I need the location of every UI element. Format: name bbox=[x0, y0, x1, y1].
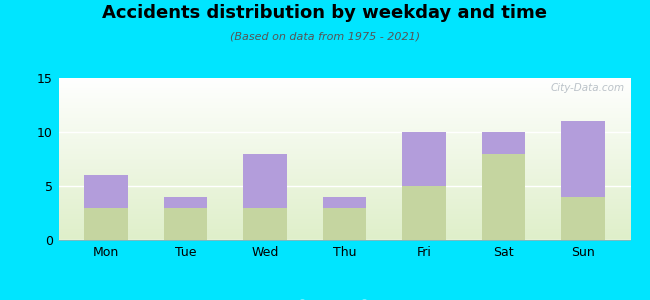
Bar bbox=[164, 208, 207, 240]
Bar bbox=[402, 132, 446, 186]
Text: Accidents distribution by weekday and time: Accidents distribution by weekday and ti… bbox=[103, 4, 547, 22]
Bar bbox=[561, 197, 605, 240]
Bar bbox=[84, 175, 128, 208]
Text: (Based on data from 1975 - 2021): (Based on data from 1975 - 2021) bbox=[230, 32, 420, 41]
Bar bbox=[164, 197, 207, 208]
Bar bbox=[482, 154, 525, 240]
Text: City-Data.com: City-Data.com bbox=[551, 83, 625, 93]
Legend: AM, PM: AM, PM bbox=[285, 295, 404, 300]
Bar bbox=[322, 208, 367, 240]
Bar bbox=[482, 132, 525, 154]
Bar bbox=[84, 208, 128, 240]
Bar bbox=[402, 186, 446, 240]
Bar bbox=[561, 121, 605, 197]
Bar bbox=[243, 208, 287, 240]
Bar bbox=[243, 154, 287, 208]
Bar bbox=[322, 197, 367, 208]
